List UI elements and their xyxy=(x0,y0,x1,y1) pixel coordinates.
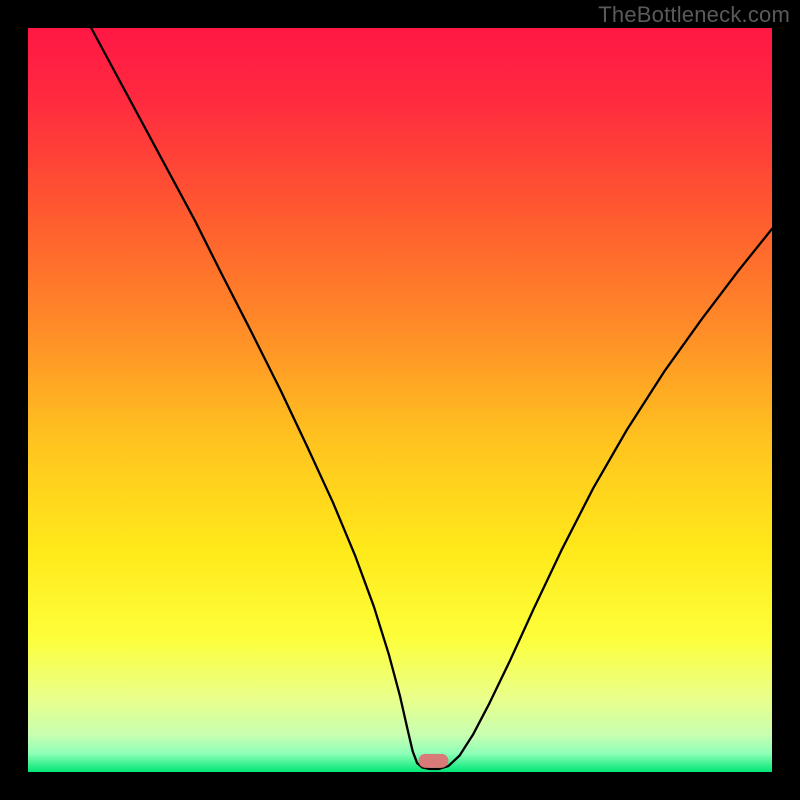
chart-container: TheBottleneck.com xyxy=(0,0,800,800)
bottleneck-chart xyxy=(0,0,800,800)
watermark-text: TheBottleneck.com xyxy=(598,2,790,28)
optimal-marker xyxy=(418,754,448,768)
chart-background xyxy=(28,28,772,772)
